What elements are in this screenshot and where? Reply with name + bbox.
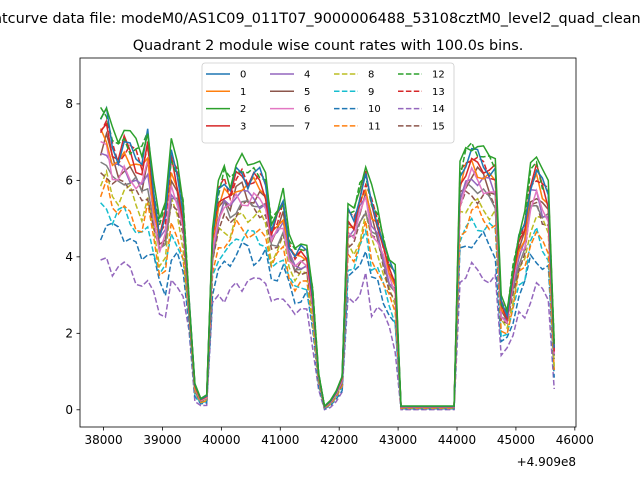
legend-label-12: 12 (432, 70, 445, 81)
x-tick-label-38000: 38000 (84, 433, 122, 447)
y-tick-label-6: 6 (65, 173, 73, 187)
legend-label-10: 10 (368, 104, 381, 115)
legend-label-2: 2 (240, 104, 246, 115)
chart-title: Quadrant 2 module wise count rates with … (133, 38, 524, 54)
legend-label-3: 3 (240, 121, 246, 132)
legend-label-8: 8 (368, 70, 374, 81)
legend-label-15: 15 (432, 121, 445, 132)
legend-label-1: 1 (240, 87, 246, 98)
x-tick-label-46000: 46000 (556, 433, 594, 447)
x-offset-label: +4.909e8 (517, 455, 576, 469)
legend-box (201, 62, 455, 144)
x-tick-label-44000: 44000 (438, 433, 476, 447)
legend-label-14: 14 (432, 104, 445, 115)
figure-suptitle: Lightcurve data file: modeM0/AS1C09_011T… (0, 11, 640, 27)
axes: 38000 39000 40000 41000 42000 43000 44000 45000… (65, 57, 594, 447)
series-line-13 (99, 118, 555, 408)
legend-label-7: 7 (304, 121, 310, 132)
legend-label-5: 5 (304, 87, 310, 98)
legend-label-4: 4 (304, 70, 310, 81)
x-tick-label-40000: 40000 (202, 433, 240, 447)
series-lines (99, 105, 555, 411)
x-tick-label-42000: 42000 (320, 433, 358, 447)
series-line-2 (99, 106, 555, 408)
x-tick-label-43000: 43000 (379, 433, 417, 447)
legend-label-0: 0 (240, 70, 246, 81)
y-tick-label-2: 2 (65, 326, 73, 340)
legend-label-6: 6 (304, 104, 310, 115)
y-tick-label-0: 0 (65, 403, 73, 417)
x-tick-label-41000: 41000 (261, 433, 299, 447)
x-tick-label-45000: 45000 (497, 433, 535, 447)
y-tick-label-8: 8 (65, 97, 73, 111)
x-tick-label-39000: 39000 (143, 433, 181, 447)
plot-area (99, 105, 555, 411)
axes-frame (79, 57, 577, 428)
y-tick-label-4: 4 (65, 250, 73, 264)
legend-label-9: 9 (368, 87, 374, 98)
legend-label-11: 11 (368, 121, 381, 132)
legend-label-13: 13 (432, 87, 445, 98)
